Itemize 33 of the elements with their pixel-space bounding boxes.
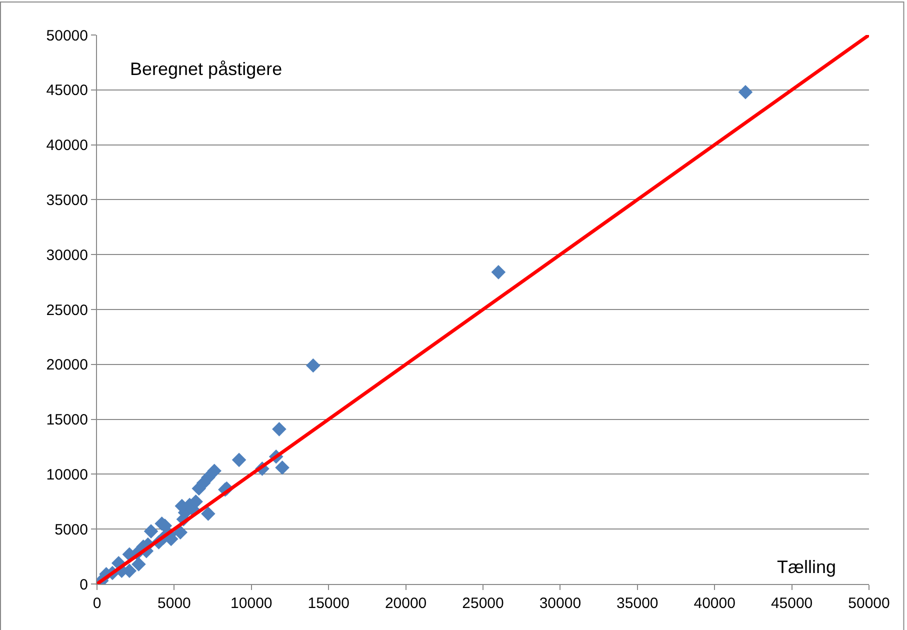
point xyxy=(232,452,246,468)
y-tick-label: 40000 xyxy=(46,137,88,154)
point xyxy=(132,557,146,572)
y-tick-label: 50000 xyxy=(46,27,88,44)
y-axis-title: Beregnet påstigere xyxy=(130,59,282,79)
point xyxy=(491,265,506,280)
point xyxy=(201,506,216,521)
point xyxy=(144,524,158,538)
x-tick-label: 15000 xyxy=(308,595,350,612)
y-tick-label: 45000 xyxy=(46,82,88,100)
x-tick-label: 20000 xyxy=(384,595,427,612)
point xyxy=(306,358,320,373)
point xyxy=(272,422,286,436)
x-tick-label: 5000 xyxy=(158,595,191,612)
x-tick-label: 50000 xyxy=(848,595,890,612)
x-tick-label: 45000 xyxy=(770,595,813,612)
y-tick-label: 15000 xyxy=(46,412,88,429)
point xyxy=(738,84,753,100)
y-tick-label: 10000 xyxy=(46,466,88,484)
y-tick-label: 35000 xyxy=(46,192,88,209)
y-tick-label: 5000 xyxy=(54,521,88,538)
x-tick-label: 10000 xyxy=(230,595,272,612)
y-tick-label: 0 xyxy=(80,576,88,594)
x-tick-label: 35000 xyxy=(616,595,658,612)
x-tick-label: 0 xyxy=(92,595,102,612)
y-tick-label: 25000 xyxy=(46,302,88,319)
point xyxy=(275,460,290,475)
y-tick-label: 20000 xyxy=(46,356,88,374)
y-tick-label: 30000 xyxy=(46,246,88,264)
x-tick-label: 25000 xyxy=(462,595,504,612)
x-tick-label: 40000 xyxy=(694,595,736,612)
x-axis-title: Tælling xyxy=(777,557,836,577)
x-tick-label: 30000 xyxy=(539,595,582,612)
